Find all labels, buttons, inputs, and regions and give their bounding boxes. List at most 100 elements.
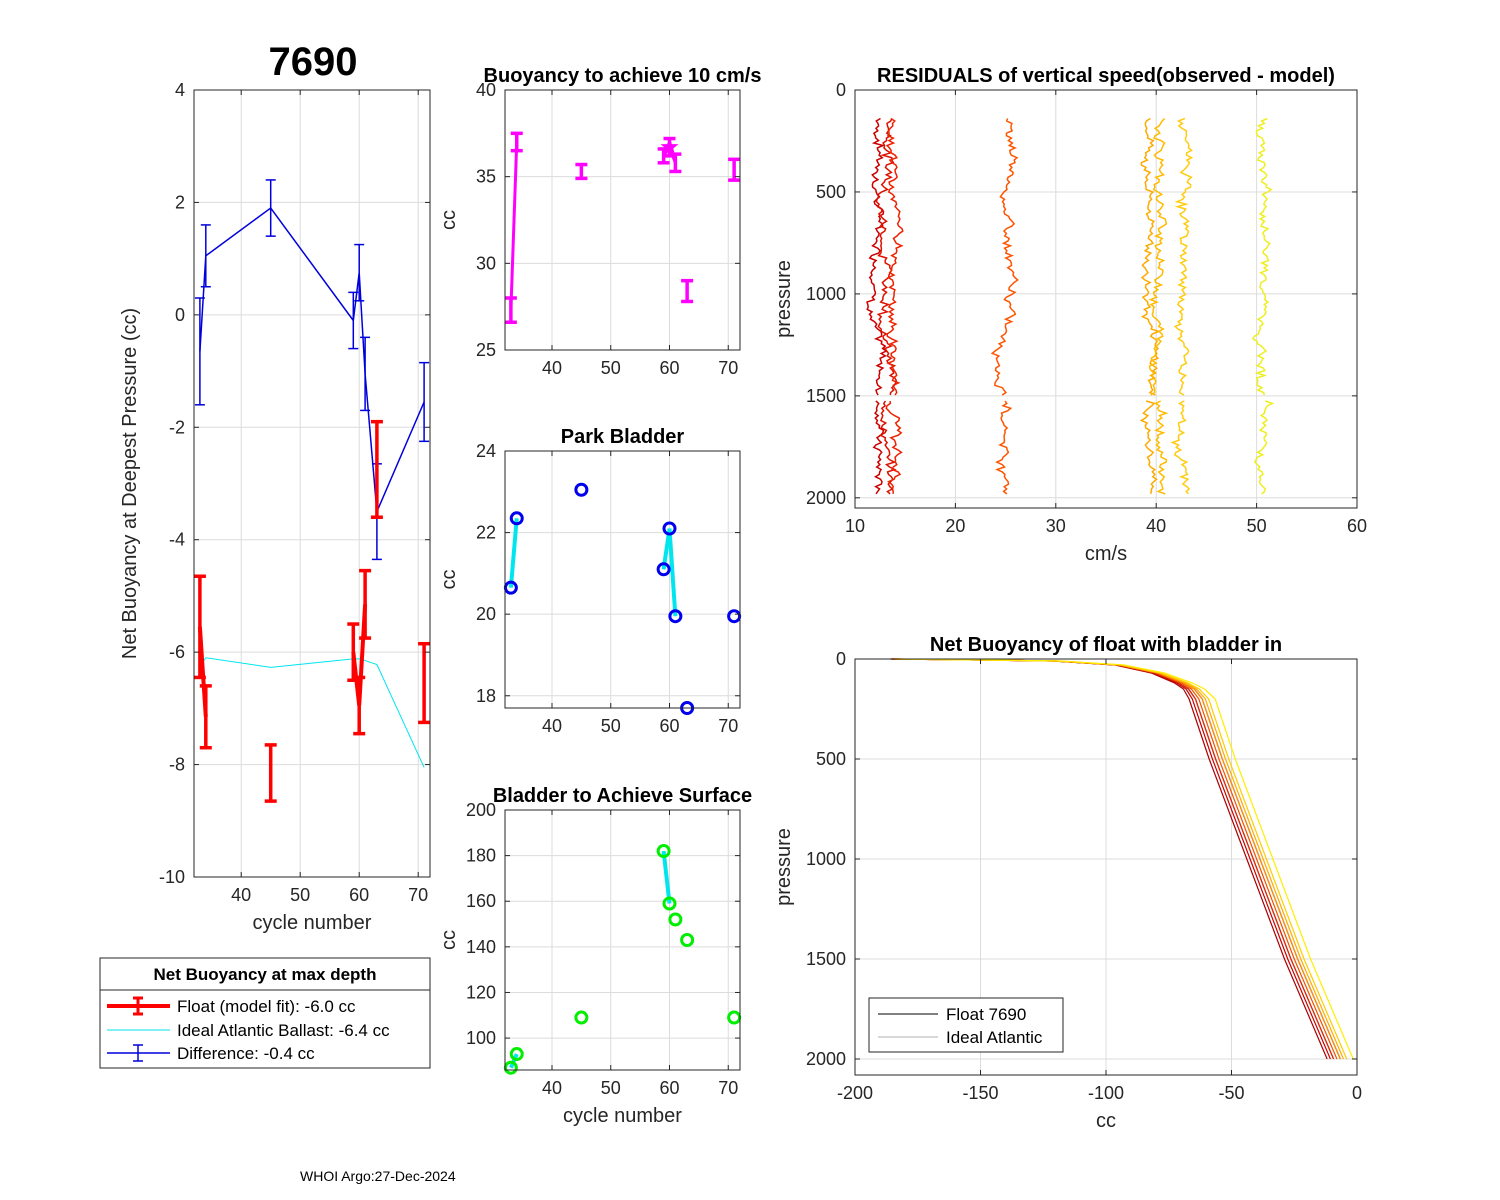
y-tick-label: 120 [466, 982, 496, 1002]
axes-frame [504, 450, 741, 709]
y-tick-label: 35 [476, 167, 496, 187]
float-profile-line [896, 658, 1354, 1060]
net-buoyancy-profile-panel: -200 -150 -100 -50 0 0 500 1000 1500 2000 Net Buoy… [773, 634, 1362, 1132]
x-tick-label: 70 [718, 716, 738, 736]
y-tick-label: 0 [175, 305, 185, 325]
y-tick-label: 1000 [806, 284, 846, 304]
profile-legend-float-label: Float 7690 [946, 1005, 1026, 1024]
x-axis-label: cm/s [1085, 543, 1127, 565]
y-tick-label: 18 [476, 686, 496, 706]
y-tick-label: -6 [169, 642, 185, 662]
x-tick-label: 50 [601, 716, 621, 736]
connect-line [667, 528, 678, 617]
y-axis-label: pressure [773, 828, 795, 906]
residual-profile-line [866, 117, 888, 396]
y-axis-label: Net Buoyancy at Deepest Pressure (cc) [119, 308, 141, 659]
axes-frame [504, 89, 741, 351]
residual-profile-line [872, 400, 885, 495]
y-tick-label: 2 [175, 192, 185, 212]
chart-title: RESIDUALS of vertical speed(observed - m… [877, 65, 1335, 87]
x-tick-label: 60 [659, 358, 679, 378]
footer-text: WHOI Argo:27-Dec-2024 [300, 1168, 456, 1184]
data-point [509, 511, 524, 526]
legend-float-label: Float (model fit): -6.0 cc [177, 997, 356, 1016]
residual-profile-line [1140, 117, 1162, 396]
x-tick-label: 30 [1046, 516, 1066, 536]
y-tick-label: -10 [159, 867, 185, 887]
axes-background [505, 90, 740, 350]
x-axis-label: cc [1096, 1110, 1116, 1132]
residual-profile-line [1170, 400, 1191, 495]
data-point [574, 482, 589, 497]
x-axis-label: cycle number [563, 1105, 682, 1127]
connect-line [661, 850, 672, 904]
x-tick-label: 40 [231, 885, 251, 905]
legend-ideal-label: Ideal Atlantic Ballast: -6.4 cc [177, 1021, 390, 1040]
axes-background [505, 810, 740, 1070]
data-point [662, 896, 677, 911]
y-tick-label: 0 [836, 80, 846, 100]
x-tick-label: -50 [1218, 1083, 1244, 1103]
axes-frame [193, 89, 431, 878]
residual-profile-line [1139, 400, 1158, 495]
x-tick-label: 10 [845, 516, 865, 536]
plot-area [504, 131, 741, 325]
x-tick-label: -150 [962, 1083, 998, 1103]
x-tick-label: 60 [349, 885, 369, 905]
profile-legend: Float 7690 Ideal Atlantic [868, 997, 1064, 1053]
y-tick-label: 24 [476, 441, 496, 461]
plot-area [866, 117, 1275, 495]
data-point [680, 933, 695, 947]
star-marker [660, 137, 679, 155]
chart-title: Park Bladder [561, 426, 685, 448]
y-tick-label: 140 [466, 937, 496, 957]
x-tick-label: -100 [1088, 1083, 1124, 1103]
residuals-panel: 10 20 30 40 50 60 0 500 1000 1500 2000 RESIDUALS of… [773, 65, 1367, 565]
x-tick-label: 40 [542, 1078, 562, 1098]
net-buoyancy-legend: Net Buoyancy at max depth Float (model f… [99, 957, 431, 1069]
y-tick-label: 1000 [806, 849, 846, 869]
x-tick-label: 20 [945, 516, 965, 536]
chart-title: Net Buoyancy of float with bladder in [930, 634, 1282, 656]
residual-profile-line [990, 118, 1019, 396]
y-tick-label: 40 [476, 80, 496, 100]
data-point [656, 562, 671, 577]
plot-area [888, 658, 1354, 1060]
park-bladder-panel: 40 50 60 70 18 20 22 24 Park Bladder cc [438, 426, 742, 736]
y-tick-label: 20 [476, 604, 496, 624]
y-tick-label: -4 [169, 530, 185, 550]
data-point [668, 609, 683, 624]
x-tick-label: 70 [718, 1078, 738, 1098]
axes-frame [854, 89, 1358, 509]
x-tick-label: 50 [290, 885, 310, 905]
y-tick-label: 1500 [806, 949, 846, 969]
y-axis-label: cc [438, 570, 460, 590]
residual-profile-line [1251, 117, 1273, 396]
residual-profile-line [995, 400, 1013, 495]
residual-profile-line [1154, 400, 1169, 495]
x-tick-label: 70 [718, 358, 738, 378]
buoyancy-connect-line [509, 141, 519, 311]
chart-title: Buoyancy to achieve 10 cm/s [484, 65, 762, 87]
y-tick-label: 180 [466, 846, 496, 866]
x-axis-label: cycle number [253, 912, 372, 934]
legend-difference-label: Difference: -0.4 cc [177, 1044, 315, 1063]
net-buoyancy-panel: 40 50 60 70 -10 -8 -6 -4 -2 0 2 4 cycle number Net Bu… [119, 80, 431, 934]
chart-title: Bladder to Achieve Surface [493, 785, 752, 807]
profile-legend-box [868, 997, 1064, 1053]
connect-line [508, 518, 519, 588]
data-point [574, 1010, 589, 1025]
residual-profile-line [885, 117, 904, 396]
y-tick-label: 200 [466, 800, 496, 820]
residual-profile-line [885, 400, 903, 494]
axes-background [194, 90, 430, 877]
data-point [509, 1047, 524, 1062]
y-axis-label: cc [438, 210, 460, 230]
ideal-ballast-line [199, 657, 425, 768]
axes-frame-group: 40 50 60 70 -10 -8 -6 -4 -2 0 2 4 cycle number Net Bu… [119, 80, 431, 934]
x-tick-label: 50 [601, 1078, 621, 1098]
residual-profile-line [1173, 117, 1194, 396]
